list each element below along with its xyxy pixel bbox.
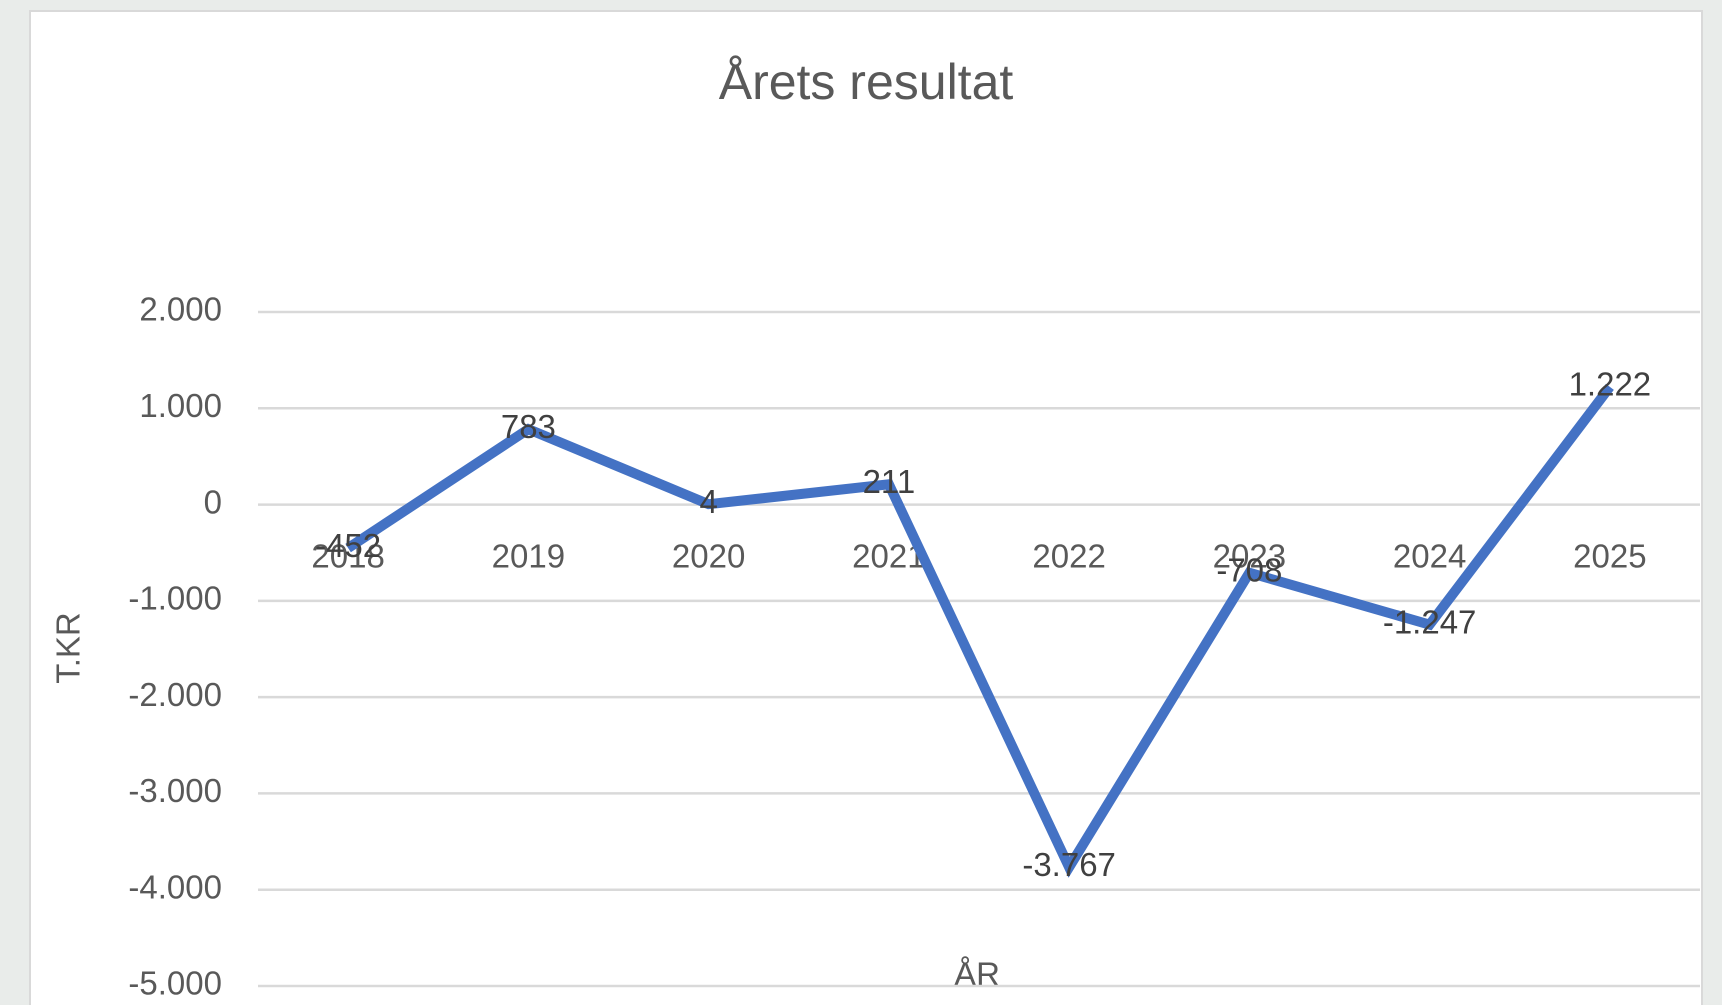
x-tick-label: 2020 [672, 537, 745, 574]
data-label: -452 [315, 527, 381, 564]
x-tick-label: 2019 [492, 537, 565, 574]
data-label: 783 [501, 408, 556, 445]
chart-title: Årets resultat [719, 54, 1014, 110]
y-tick-label: -3.000 [128, 772, 222, 809]
data-label: -708 [1216, 551, 1282, 588]
y-tick-label: 1.000 [139, 387, 222, 424]
data-label: -1.247 [1383, 603, 1477, 640]
data-label: 1.222 [1569, 366, 1652, 403]
y-tick-label: 0 [204, 483, 222, 520]
y-tick-label: -2.000 [128, 676, 222, 713]
data-label: -3.767 [1022, 846, 1116, 883]
data-label: 211 [863, 463, 916, 500]
y-tick-label: -1.000 [128, 580, 222, 617]
x-tick-label: 2022 [1032, 537, 1105, 574]
line-series [345, 383, 1614, 878]
y-tick-label: 2.000 [139, 291, 222, 328]
y-tick-label: -5.000 [128, 965, 222, 1002]
y-axis-title: T.KR [50, 612, 87, 684]
x-tick-label: 2024 [1393, 537, 1466, 574]
y-tick-label: -4.000 [128, 868, 222, 905]
chart-area [29, 10, 1703, 1005]
data-label: 4 [699, 483, 717, 520]
x-tick-label: 2025 [1573, 537, 1646, 574]
